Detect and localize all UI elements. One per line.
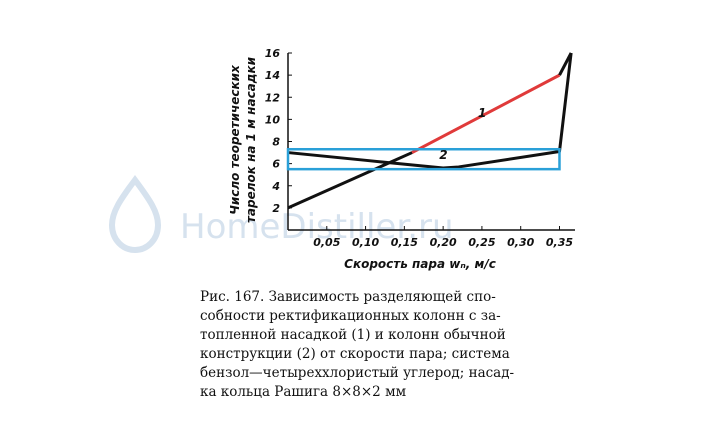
x-tick-label: 0,05 xyxy=(313,236,340,249)
y-tick-label: 12 xyxy=(265,91,281,104)
y-tick-label: 6 xyxy=(272,158,280,171)
caption-line: ка кольца Рашига 8×8×2 мм xyxy=(200,384,407,400)
series-1-line-lower xyxy=(287,151,413,210)
droplet-logo-icon xyxy=(108,174,162,254)
caption-line: собности ректификационных колонн с за- xyxy=(200,308,501,324)
series-label-1: 1 xyxy=(478,106,486,120)
y-tick-labels: 2 4 6 8 10 12 14 16 xyxy=(265,47,292,215)
x-tick-label: 0,15 xyxy=(391,236,418,249)
y-tick-label: 2 xyxy=(272,202,280,215)
y-tick-label: 10 xyxy=(265,113,281,126)
series-label-2: 2 xyxy=(439,148,447,162)
caption-line: топленной насадкой (1) и колонн обычной xyxy=(200,327,506,343)
x-tick-label: 0,20 xyxy=(430,236,457,249)
caption-line: конструкции (2) от скорости пара; систем… xyxy=(200,346,510,362)
x-tick-label: 0,35 xyxy=(546,236,573,249)
x-tick-label: 0,25 xyxy=(468,236,495,249)
caption-line: бензол—четыреххлористый углерод; насад- xyxy=(200,365,515,381)
x-tick-label: 0,10 xyxy=(352,236,379,249)
y-tick-label: 16 xyxy=(265,47,281,60)
x-axis-label: Скорость пара wₙ, м/с xyxy=(344,257,496,271)
y-tick-label: 4 xyxy=(271,180,280,193)
figure-caption: Рис. 167. Зависимость разделяющей спо- с… xyxy=(200,288,572,402)
watermark: HomeDistiller.ru xyxy=(180,207,454,247)
y-tick-label: 14 xyxy=(265,69,280,82)
chart: HomeDistiller.ru 0,05 0,10 0,15 0,20 0,25 0,3… xyxy=(108,47,575,271)
x-tick-label: 0,30 xyxy=(507,236,534,249)
y-axis-label-line2: тарелок на 1 м насадки xyxy=(244,56,258,223)
series-2-line xyxy=(287,52,573,170)
series-lines xyxy=(287,52,573,210)
caption-line: Рис. 167. Зависимость разделяющей спо- xyxy=(200,289,496,305)
x-tick-labels: 0,05 0,10 0,15 0,20 0,25 0,30 0,35 xyxy=(313,226,573,249)
highlight-box xyxy=(286,147,561,171)
series-1-line-rise xyxy=(558,52,573,76)
series-1-line-upper xyxy=(411,73,561,154)
y-tick-label: 8 xyxy=(272,136,280,149)
y-axis-label-line1: Число теоретических xyxy=(228,64,242,215)
